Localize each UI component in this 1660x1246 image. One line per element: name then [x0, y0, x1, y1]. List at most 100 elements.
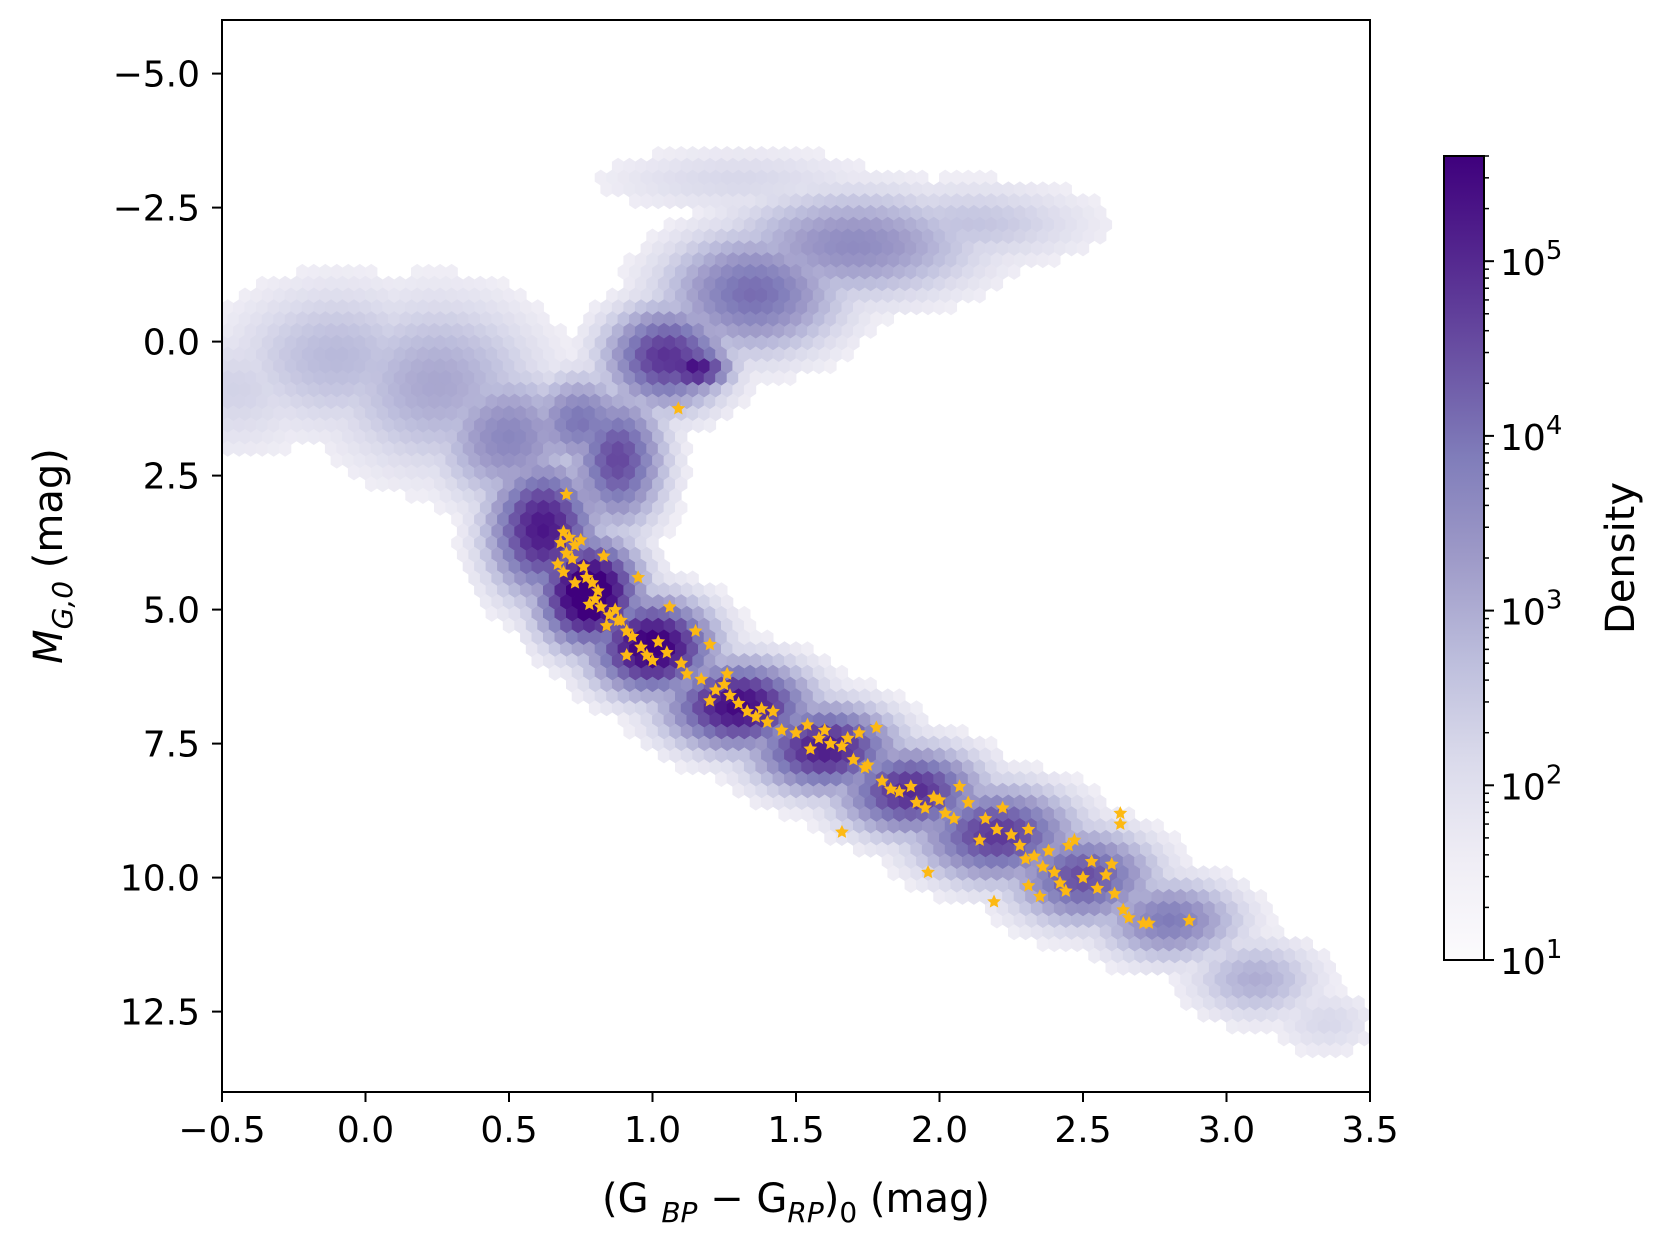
density-hexbin [979, 888, 992, 905]
density-hexbin [692, 157, 705, 174]
density-hexbin [370, 464, 384, 481]
density-hexbin [887, 700, 900, 717]
density-hexbin [204, 358, 216, 374]
density-hexbin [985, 877, 998, 894]
density-hexbin [1002, 228, 1015, 245]
density-hexbin [577, 582, 590, 599]
density-hexbin [703, 275, 717, 292]
density-hexbin [640, 664, 653, 681]
density-hexbin [652, 664, 665, 681]
density-hexbin [222, 429, 229, 445]
density-hexbin [594, 570, 607, 587]
density-hexbin [187, 441, 199, 457]
density-hexbin [1260, 947, 1273, 964]
density-hexbin [646, 676, 659, 693]
density-hexbin [629, 546, 642, 563]
density-hexbin [985, 735, 998, 752]
density-hexbin [709, 735, 722, 752]
density-hexbin [830, 252, 843, 269]
density-hexbin [1059, 818, 1072, 835]
density-hexbin [732, 169, 745, 186]
density-hexbin [921, 723, 935, 740]
density-hexbin [583, 358, 596, 375]
density-hexbin [588, 511, 602, 528]
density-hexbin [841, 252, 854, 269]
density-hexbin [623, 393, 636, 410]
density-hexbin [307, 429, 320, 445]
density-hexbin [1053, 240, 1067, 257]
density-hexbin [1300, 936, 1313, 953]
density-hexbin [502, 523, 516, 540]
density-hexbin [634, 275, 648, 292]
density-hexbin [933, 299, 946, 316]
density-hexbin [554, 322, 567, 339]
density-hexbin [284, 311, 297, 328]
density-hexbin [238, 334, 252, 351]
density-hexbin [1025, 252, 1038, 269]
density-hexbin [749, 275, 762, 292]
density-hexbin [611, 629, 625, 646]
density-hexbin [996, 900, 1009, 917]
density-hexbin [1071, 204, 1084, 221]
density-hexbin [1151, 959, 1164, 976]
density-hexbin [657, 676, 671, 693]
density-hexbin [675, 452, 688, 469]
density-hexbin [336, 417, 349, 434]
density-hexbin [881, 829, 894, 846]
density-hexbin [1180, 971, 1193, 988]
density-hexbin [1214, 995, 1227, 1011]
density-hexbin [1134, 853, 1147, 870]
density-hexbin [347, 464, 361, 481]
density-hexbin [709, 712, 722, 728]
density-hexbin [629, 688, 642, 705]
density-hexbin [233, 299, 246, 316]
density-hexbin [1036, 771, 1049, 787]
density-hexbin [1231, 888, 1245, 905]
density-hexbin [944, 181, 958, 198]
density-hexbin [1002, 865, 1015, 882]
density-hexbin [1036, 818, 1049, 835]
density-hexbin [1105, 841, 1118, 858]
density-hexbin [1053, 900, 1067, 917]
density-hexbin [749, 181, 762, 198]
density-hexbin [1071, 794, 1084, 811]
density-hexbin [370, 393, 384, 410]
density-hexbin [1076, 806, 1090, 823]
density-hexbin [755, 688, 768, 705]
density-hexbin [680, 582, 694, 599]
density-hexbin [1220, 865, 1233, 882]
density-hexbin [594, 169, 607, 186]
density-hexbin [1220, 959, 1233, 976]
density-hexbin [755, 193, 768, 210]
density-hexbin [428, 417, 441, 434]
density-hexbin [1094, 204, 1107, 221]
density-hexbin [698, 169, 711, 186]
density-hexbin [1140, 936, 1153, 953]
density-hexbin [451, 346, 464, 363]
density-hexbin [1317, 947, 1331, 964]
density-hexbin [222, 299, 234, 316]
density-hexbin [474, 440, 487, 457]
density-hexbin [646, 464, 659, 481]
density-hexbin [1048, 771, 1061, 787]
density-hexbin [784, 299, 797, 316]
density-hexbin [766, 287, 780, 304]
density-hexbin [382, 417, 395, 434]
density-hexbin [405, 393, 418, 410]
density-hexbin [818, 346, 831, 363]
density-hexbin [1289, 1006, 1302, 1023]
density-hexbin [445, 499, 458, 516]
density-hexbin [709, 169, 722, 186]
density-hexbin [766, 216, 780, 233]
density-hexbin [738, 393, 751, 410]
density-hexbin [388, 334, 401, 351]
density-hexbin [1042, 829, 1055, 846]
density-hexbin [973, 877, 986, 894]
density-hexbin [485, 511, 498, 528]
density-hexbin [525, 570, 539, 587]
density-hexbin [927, 287, 940, 304]
density-hexbin [887, 299, 900, 316]
density-hexbin [1249, 947, 1262, 964]
density-hexbin [623, 275, 636, 292]
density-hexbin [543, 605, 556, 622]
